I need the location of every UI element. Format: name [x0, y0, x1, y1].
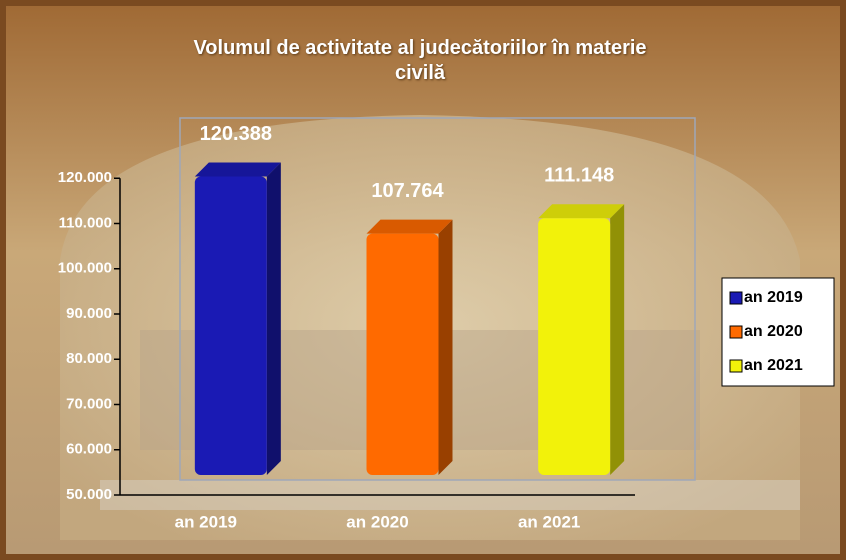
bar-side [610, 204, 625, 475]
legend-label: an 2020 [744, 323, 803, 340]
y-tick-label: 70.000 [66, 395, 112, 412]
bar-top [194, 162, 281, 177]
back-wall [179, 117, 696, 481]
legend-swatch [729, 291, 743, 305]
y-tick-label: 50.000 [66, 486, 112, 503]
bar-side [266, 162, 281, 475]
y-tick-label: 90.000 [66, 305, 112, 322]
y-tick-label: 100.000 [58, 260, 112, 277]
bar-side [438, 219, 453, 475]
value-label: 111.148 [544, 165, 614, 187]
y-tick-label: 60.000 [66, 441, 112, 458]
bar [194, 176, 267, 475]
legend-swatch [729, 359, 743, 373]
legend-label: an 2021 [744, 357, 803, 374]
legend-swatch [729, 325, 743, 339]
y-tick-label: 120.000 [58, 169, 112, 186]
x-tick-label: an 2021 [518, 512, 580, 531]
bar [366, 233, 439, 475]
y-tick-label: 80.000 [66, 350, 112, 367]
bar [538, 218, 611, 475]
value-label: 107.764 [371, 180, 444, 202]
x-tick-label: an 2020 [346, 512, 408, 531]
bar-top [538, 204, 625, 219]
y-tick-label: 110.000 [59, 214, 112, 231]
chart-title: Volumul de activitate al judecătoriilor … [193, 37, 647, 84]
bar-top [366, 219, 453, 234]
value-label: 120.388 [200, 123, 272, 145]
legend-label: an 2019 [744, 289, 803, 306]
x-tick-label: an 2019 [175, 512, 237, 531]
